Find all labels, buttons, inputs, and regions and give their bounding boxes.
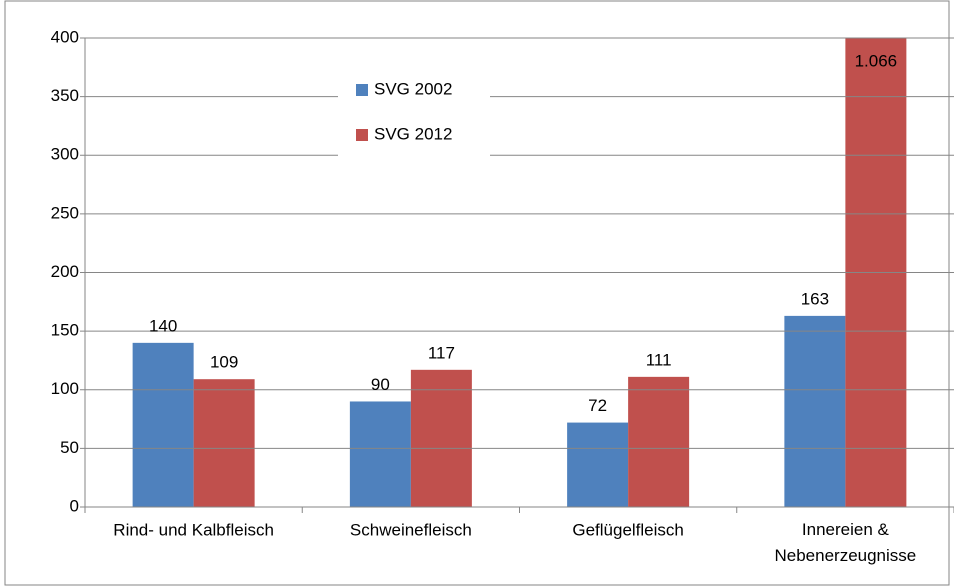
- x-tick-label-line: Nebenerzeugnisse: [774, 546, 916, 565]
- data-label: 109: [210, 353, 238, 372]
- data-label: 163: [801, 289, 829, 308]
- x-tick-label: Innereien & Nebenerzeugnisse: [774, 520, 916, 565]
- y-tick-label: 50: [60, 438, 79, 457]
- legend-swatch: [356, 129, 368, 141]
- data-label: 140: [149, 316, 177, 335]
- bar: [132, 342, 194, 507]
- bar: [567, 422, 629, 507]
- data-label: 1.066: [855, 51, 898, 70]
- bar: [193, 379, 255, 507]
- bar: [784, 315, 846, 507]
- y-tick-label: 300: [51, 145, 79, 164]
- y-tick-label: 100: [51, 379, 79, 398]
- data-label: 72: [588, 396, 607, 415]
- bar: [349, 401, 411, 507]
- y-tick-label: 200: [51, 262, 79, 281]
- x-tick-label: Rind- und Kalbfleisch: [113, 520, 274, 539]
- bar: [410, 369, 472, 507]
- y-tick-label: 250: [51, 203, 79, 222]
- y-tick-label: 350: [51, 86, 79, 105]
- data-label: 117: [428, 343, 455, 362]
- y-tick-label: 0: [70, 496, 79, 515]
- x-tick-label: Schweinefleisch: [350, 520, 472, 539]
- y-tick-label: 400: [51, 27, 79, 46]
- plot-area: [132, 38, 907, 507]
- x-tick-label: Geflügelfleisch: [572, 520, 684, 539]
- legend-swatch: [356, 84, 368, 96]
- legend-label: SVG 2002: [374, 79, 452, 98]
- y-tick-label: 150: [51, 321, 79, 340]
- x-tick-label-line: Innereien &: [802, 520, 890, 539]
- bar: [845, 38, 907, 507]
- data-label: 111: [646, 350, 672, 369]
- legend-label: SVG 2012: [374, 124, 452, 143]
- bar: [628, 376, 690, 507]
- data-label: 90: [371, 375, 390, 394]
- legend-box: [338, 68, 490, 156]
